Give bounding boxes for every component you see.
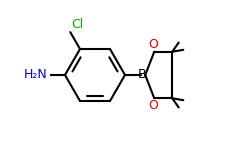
Text: H₂N: H₂N: [24, 69, 48, 81]
Text: B: B: [138, 69, 147, 81]
Text: Cl: Cl: [72, 18, 84, 31]
Text: O: O: [148, 38, 158, 51]
Text: O: O: [148, 99, 158, 112]
